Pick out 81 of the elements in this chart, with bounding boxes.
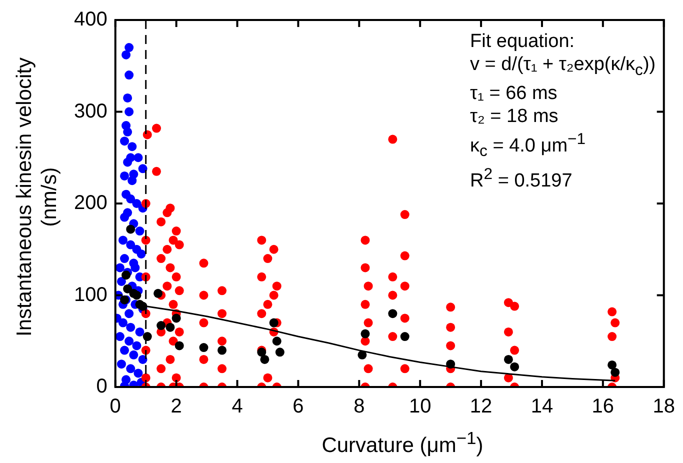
point xyxy=(610,368,620,377)
annotation: τ₁ = 66 ms xyxy=(470,82,558,105)
x-tick-label: 6 xyxy=(292,396,304,418)
point xyxy=(126,240,136,250)
point xyxy=(174,341,184,350)
point xyxy=(116,360,126,369)
point xyxy=(118,318,128,328)
point xyxy=(156,321,166,330)
point xyxy=(124,43,134,52)
point xyxy=(123,127,132,136)
point xyxy=(130,263,140,272)
point xyxy=(126,322,136,332)
point xyxy=(272,336,282,346)
x-tick-label: 18 xyxy=(652,396,675,418)
point xyxy=(115,263,124,272)
point xyxy=(126,194,136,204)
point xyxy=(135,327,144,336)
point xyxy=(400,332,410,342)
point xyxy=(120,136,130,146)
point xyxy=(128,142,137,152)
point xyxy=(122,50,131,60)
point xyxy=(129,350,138,360)
point xyxy=(275,348,284,357)
point xyxy=(124,309,134,318)
point xyxy=(123,208,132,218)
point xyxy=(132,290,142,300)
point xyxy=(138,354,148,364)
x-tick-label: 4 xyxy=(232,396,243,418)
annotation: v = d/(τ₁ + τ₂exp(κ/κ$_{c}$)) xyxy=(470,53,656,81)
x-axis-title: Curvature (μm$^{−1}$) xyxy=(320,428,484,458)
point xyxy=(122,270,131,280)
point xyxy=(123,158,132,167)
y-axis-title: Instantaneous kinesin velocity (nm/s) xyxy=(12,56,62,338)
point xyxy=(123,284,132,294)
point xyxy=(504,354,513,364)
point xyxy=(115,332,124,342)
point xyxy=(388,309,398,318)
point xyxy=(124,107,134,116)
y-tick-label: 0 xyxy=(96,376,108,398)
x-tick-label: 16 xyxy=(592,396,614,418)
point xyxy=(120,346,130,355)
point xyxy=(123,93,132,102)
point xyxy=(166,322,175,332)
point xyxy=(134,368,143,378)
x-tick-label: 12 xyxy=(470,396,492,418)
point xyxy=(218,346,227,355)
point xyxy=(126,224,136,234)
annotation: κ$_{c}$ = 4.0 μm$^{−1}$ xyxy=(470,130,587,162)
point xyxy=(120,254,130,264)
point xyxy=(116,276,126,286)
point xyxy=(126,364,136,374)
point xyxy=(128,176,137,186)
point xyxy=(124,336,134,346)
point xyxy=(269,318,278,328)
annotation: τ₂ = 18 ms xyxy=(470,104,560,128)
x-tick-label: 10 xyxy=(408,396,432,418)
point xyxy=(120,171,130,180)
point xyxy=(134,153,143,162)
point xyxy=(136,249,146,258)
point xyxy=(510,362,520,372)
point xyxy=(118,236,128,245)
point xyxy=(260,354,270,364)
point xyxy=(135,226,144,236)
annotation: R$^{2}$ = 0.5197 xyxy=(470,164,574,192)
point xyxy=(199,343,208,352)
x-tick-label: 8 xyxy=(354,396,365,418)
x-tick-label: 2 xyxy=(170,396,182,418)
y-tick-label: 100 xyxy=(74,284,108,306)
annotation: Fit equation: xyxy=(470,30,576,53)
y-tick-label: 200 xyxy=(74,192,108,214)
x-tick-label: 14 xyxy=(530,396,554,418)
point xyxy=(172,314,181,323)
point xyxy=(132,341,142,350)
point xyxy=(608,360,617,370)
point xyxy=(138,164,148,174)
point xyxy=(154,288,163,298)
y-tick-label: 300 xyxy=(74,100,108,122)
point xyxy=(124,70,134,80)
point xyxy=(132,199,142,208)
y-tick-label: 400 xyxy=(74,8,108,31)
point xyxy=(360,329,370,338)
